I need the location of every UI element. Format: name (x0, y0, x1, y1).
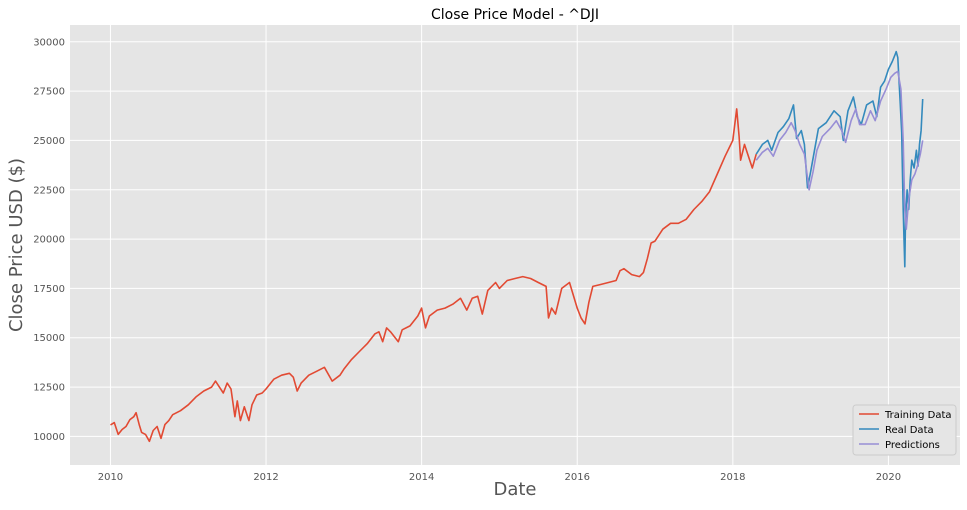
x-axis-label: Date (493, 479, 536, 500)
y-tick-label: 27500 (33, 87, 65, 98)
legend: Training Data Real Data Predictions (852, 404, 957, 456)
y-tick-label: 10000 (33, 432, 65, 443)
y-tick-label: 15000 (33, 333, 65, 344)
x-tick-label: 2012 (253, 472, 278, 483)
x-tick-label: 2016 (565, 472, 590, 483)
y-tick-label: 22500 (33, 185, 65, 196)
x-tick-label: 2010 (98, 472, 123, 483)
legend-label-predictions: Predictions (885, 440, 940, 451)
y-tick-label: 25000 (33, 136, 65, 147)
y-tick-label: 20000 (33, 235, 65, 246)
predictions-line (755, 70, 924, 230)
training-data-line (110, 108, 757, 443)
y-tick-label: 17500 (33, 284, 65, 295)
x-tick-label: 2020 (876, 472, 901, 483)
x-tick-label: 2018 (720, 472, 745, 483)
y-tick-label: 12500 (33, 383, 65, 394)
y-tick-label: 30000 (33, 37, 65, 48)
legend-box (852, 404, 957, 456)
legend-label-real: Real Data (885, 425, 934, 436)
grid-lines (70, 25, 960, 465)
plot-area (70, 25, 960, 465)
y-axis-ticks: 10000 12500 15000 17500 20000 22500 25000 27500… (33, 37, 65, 443)
chart-title: Close Price Model - ^DJI (431, 7, 599, 23)
y-axis-label: Close Price USD ($) (6, 158, 27, 332)
x-tick-label: 2014 (409, 472, 434, 483)
x-axis-ticks: 2010 2012 2014 2016 2018 2020 (98, 472, 901, 483)
series-group (110, 50, 924, 443)
legend-label-training: Training Data (884, 410, 952, 421)
